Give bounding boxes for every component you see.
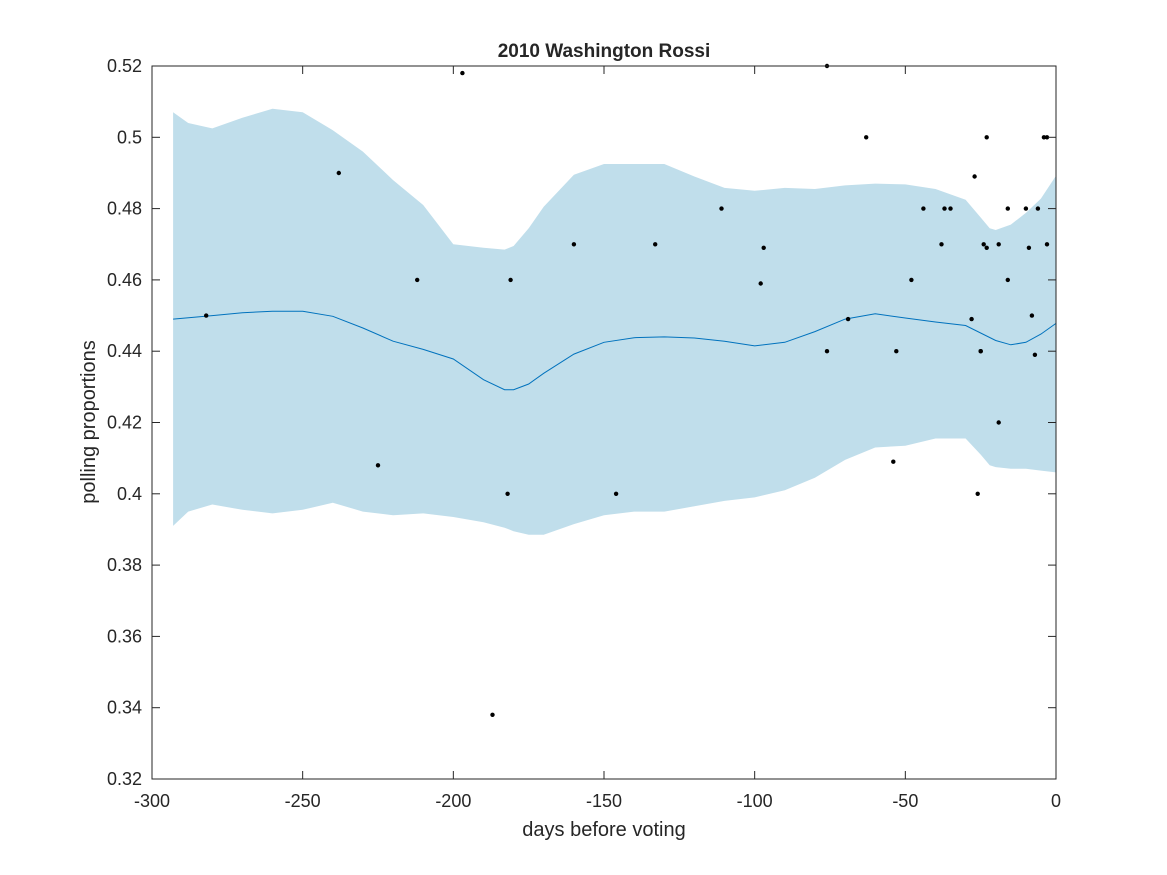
poll-point bbox=[571, 242, 577, 247]
poll-point bbox=[894, 349, 899, 354]
x-tick-label: -300 bbox=[134, 791, 170, 811]
poll-point bbox=[415, 277, 420, 283]
poll-point bbox=[1044, 135, 1050, 140]
poll-point bbox=[845, 316, 851, 322]
poll-point bbox=[921, 206, 926, 211]
y-tick-label: 0.42 bbox=[107, 413, 142, 433]
x-tick-label: -50 bbox=[892, 791, 918, 811]
poll-point bbox=[653, 242, 658, 247]
x-tick-label: -150 bbox=[586, 791, 622, 811]
axis-ticks: -300 -250 -200 -150 -100 -50 0 0.32 0.34 0.36 0.38… bbox=[107, 56, 1061, 811]
poll-point bbox=[613, 491, 619, 496]
poll-point bbox=[490, 712, 495, 717]
y-tick-label: 0.46 bbox=[107, 270, 142, 290]
chart-title: 2010 Washington Rossi bbox=[498, 41, 711, 62]
y-tick-label: 0.38 bbox=[107, 555, 142, 575]
poll-point bbox=[1032, 352, 1038, 357]
y-tick-label: 0.4 bbox=[117, 484, 142, 504]
y-tick-label: 0.5 bbox=[117, 127, 142, 147]
x-tick-label: 0 bbox=[1051, 791, 1061, 811]
mean-trend-line bbox=[173, 310, 1057, 391]
poll-point bbox=[984, 135, 989, 140]
poll-point bbox=[909, 277, 914, 283]
poll-point bbox=[981, 242, 986, 247]
poll-point bbox=[984, 245, 989, 250]
poll-point bbox=[948, 206, 953, 211]
y-tick-label: 0.44 bbox=[107, 341, 142, 361]
poll-point bbox=[972, 174, 977, 179]
poll-point bbox=[996, 420, 1001, 425]
y-tick-label: 0.34 bbox=[107, 698, 142, 718]
poll-point bbox=[758, 281, 763, 286]
y-tick-label: 0.52 bbox=[107, 56, 142, 76]
poll-point bbox=[1041, 135, 1047, 140]
x-axis-label: days before voting bbox=[522, 819, 685, 841]
poll-point bbox=[505, 491, 510, 496]
poll-point bbox=[1044, 242, 1050, 247]
poll-point bbox=[719, 206, 724, 211]
y-axis-label: polling proportions bbox=[78, 340, 100, 503]
poll-point bbox=[891, 459, 896, 464]
poll-point bbox=[978, 349, 983, 354]
poll-point bbox=[204, 313, 209, 318]
x-tick-label: -200 bbox=[435, 791, 471, 811]
poll-point bbox=[864, 135, 869, 140]
poll-point bbox=[460, 70, 465, 76]
x-tick-label: -100 bbox=[737, 791, 773, 811]
y-tick-label: 0.48 bbox=[107, 199, 142, 219]
poll-point bbox=[508, 277, 513, 283]
y-tick-label: 0.36 bbox=[107, 626, 142, 646]
poll-point bbox=[1005, 277, 1010, 283]
x-tick-label: -250 bbox=[285, 791, 321, 811]
y-tick-label: 0.32 bbox=[107, 769, 142, 789]
poll-point bbox=[1005, 206, 1010, 211]
plot-area bbox=[173, 63, 1057, 717]
confidence-band bbox=[173, 108, 1057, 535]
poll-point bbox=[1023, 206, 1029, 211]
poll-point bbox=[336, 170, 341, 176]
poll-point bbox=[942, 206, 947, 211]
poll-point bbox=[975, 491, 980, 496]
poll-point bbox=[969, 316, 974, 322]
poll-point bbox=[761, 245, 766, 250]
poll-point bbox=[1029, 313, 1035, 318]
poll-point bbox=[1026, 245, 1032, 250]
poll-point bbox=[824, 349, 830, 354]
poll-point bbox=[996, 242, 1001, 247]
poll-point bbox=[375, 463, 381, 468]
poll-point bbox=[1035, 206, 1041, 211]
poll-point bbox=[939, 242, 944, 247]
